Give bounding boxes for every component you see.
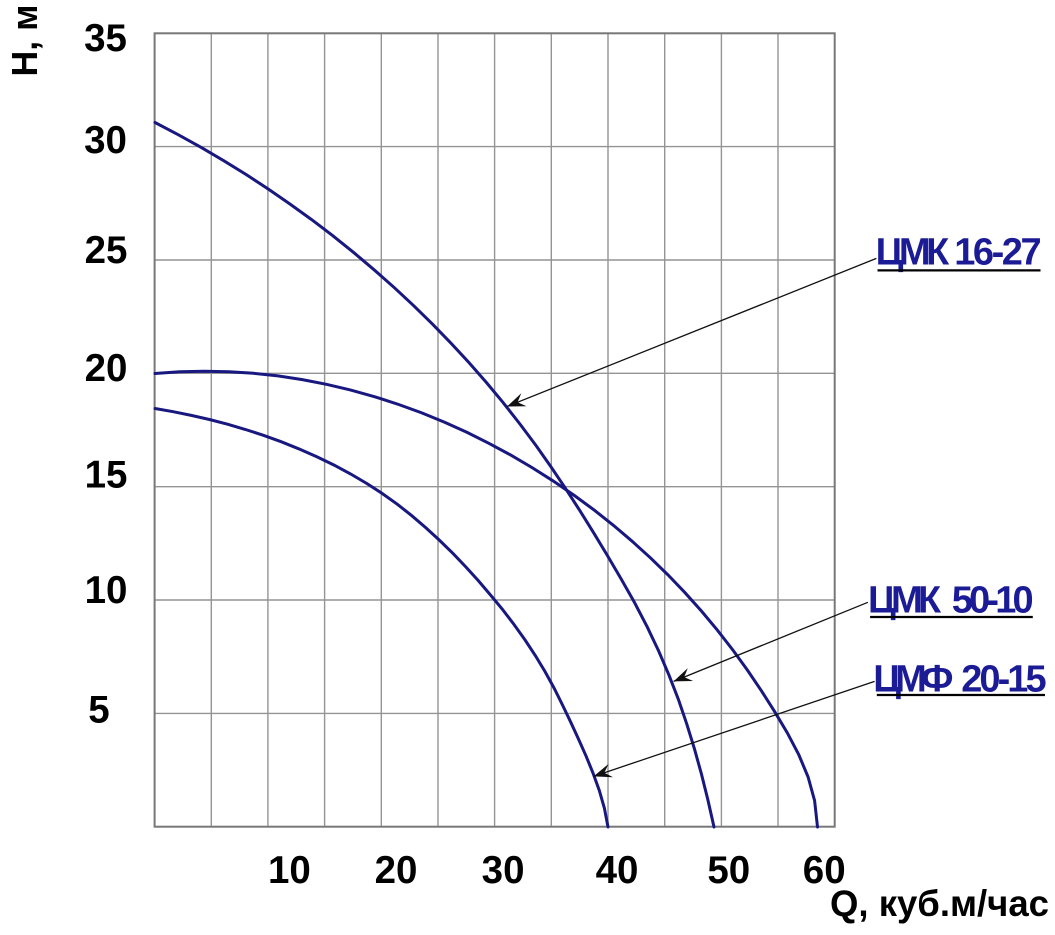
svg-text:15: 15 xyxy=(85,454,128,497)
svg-text:35: 35 xyxy=(84,17,127,60)
svg-text:5: 5 xyxy=(88,689,109,732)
svg-text:ЦМК: ЦМК xyxy=(868,579,942,621)
svg-text:Q, куб.м/час: Q, куб.м/час xyxy=(830,882,1049,924)
svg-text:ЦМФ: ЦМФ xyxy=(873,658,953,700)
svg-text:60: 60 xyxy=(803,849,846,892)
svg-text:16-27: 16-27 xyxy=(954,232,1041,274)
svg-text:ЦМК: ЦМК xyxy=(876,232,950,274)
svg-text:20: 20 xyxy=(375,849,418,892)
svg-text:40: 40 xyxy=(596,849,639,892)
svg-text:25: 25 xyxy=(85,229,128,272)
svg-text:30: 30 xyxy=(84,119,127,162)
svg-text:50-10: 50-10 xyxy=(952,579,1034,621)
svg-text:20-15: 20-15 xyxy=(961,658,1046,700)
svg-text:10: 10 xyxy=(85,569,128,612)
svg-text:30: 30 xyxy=(482,849,525,892)
svg-text:10: 10 xyxy=(268,849,311,892)
svg-text:50: 50 xyxy=(707,849,750,892)
svg-text:Н, м: Н, м xyxy=(4,5,45,77)
svg-text:20: 20 xyxy=(85,347,128,390)
